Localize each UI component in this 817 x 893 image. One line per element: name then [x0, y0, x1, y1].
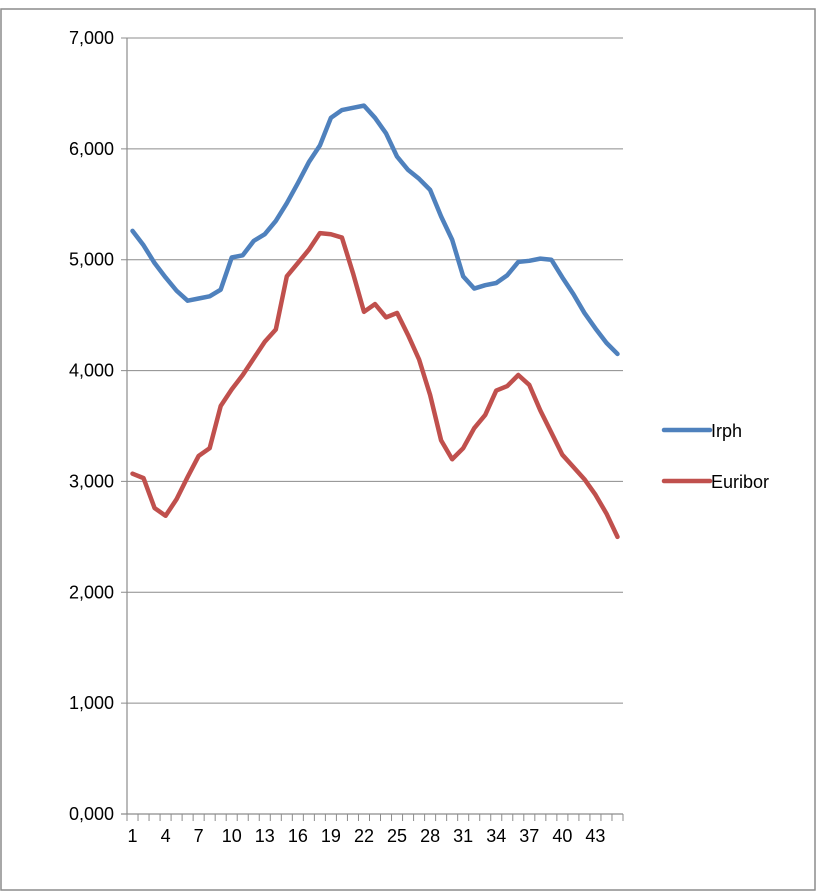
- x-tick-label: 40: [552, 826, 572, 846]
- x-tick-label: 28: [420, 826, 440, 846]
- legend-label-irph: Irph: [711, 421, 742, 441]
- series-line-euribor: [130, 230, 620, 540]
- x-tick-label: 37: [519, 826, 539, 846]
- x-tick-label: 16: [288, 826, 308, 846]
- axes: [121, 38, 624, 821]
- x-tick-label: 1: [128, 826, 138, 846]
- legend: Irph Euribor: [661, 421, 769, 492]
- x-tick-label: 4: [161, 826, 171, 846]
- y-axis-tick-labels: 0,000 1,000 2,000 3,000 4,000 5,000 6,000 7,000: [69, 28, 114, 824]
- x-tick-label: 31: [453, 826, 473, 846]
- x-axis-tick-labels: 1 4 7 10 13 16 19 22 25 28 31 34 37 40 43: [128, 826, 606, 846]
- y-tick-label: 7,000: [69, 28, 114, 48]
- x-tick-label: 34: [486, 826, 506, 846]
- legend-label-euribor: Euribor: [711, 472, 769, 492]
- y-tick-label: 0,000: [69, 804, 114, 824]
- x-tick-label: 13: [255, 826, 275, 846]
- y-tick-label: 4,000: [69, 361, 114, 381]
- x-tick-label: 10: [222, 826, 242, 846]
- y-tick-label: 2,000: [69, 582, 114, 602]
- series-lines: [130, 103, 620, 540]
- x-tick-label: 19: [321, 826, 341, 846]
- y-tick-label: 5,000: [69, 250, 114, 270]
- y-tick-label: 6,000: [69, 139, 114, 159]
- x-tick-label: 43: [585, 826, 605, 846]
- series-line-irph: [130, 103, 620, 357]
- x-tick-label: 22: [354, 826, 374, 846]
- x-tick-label: 25: [387, 826, 407, 846]
- gridlines: [121, 37, 623, 704]
- chart-border: [0, 8, 816, 891]
- x-tick-label: 7: [194, 826, 204, 846]
- y-tick-label: 1,000: [69, 693, 114, 713]
- y-tick-label: 3,000: [69, 471, 114, 491]
